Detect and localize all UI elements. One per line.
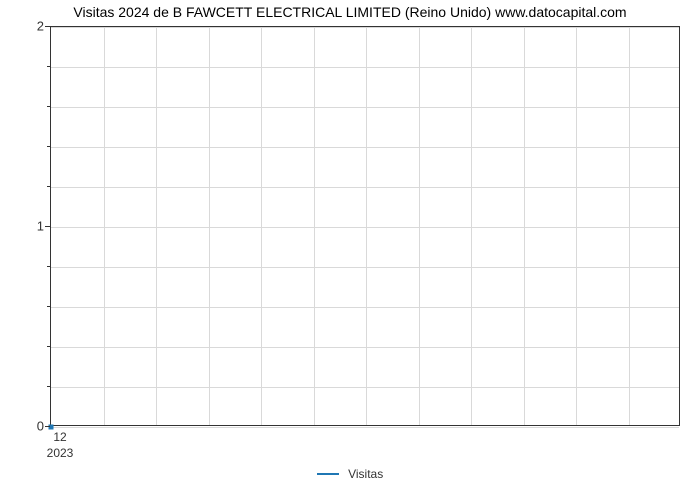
y-tick-mark <box>45 226 50 227</box>
y-tick-mark <box>45 26 50 27</box>
legend-swatch <box>317 473 339 475</box>
y-tick-label: 1 <box>0 219 44 234</box>
gridline-vertical <box>261 27 262 425</box>
gridline-horizontal <box>51 347 679 348</box>
y-tick-minor <box>47 146 50 147</box>
gridline-horizontal <box>51 227 679 228</box>
gridline-horizontal <box>51 27 679 28</box>
gridline-vertical <box>156 27 157 425</box>
gridline-horizontal <box>51 107 679 108</box>
gridline-vertical <box>419 27 420 425</box>
legend: Visitas <box>0 466 700 481</box>
gridline-vertical <box>576 27 577 425</box>
chart-container: Visitas 2024 de B FAWCETT ELECTRICAL LIM… <box>0 0 700 500</box>
legend-label: Visitas <box>348 467 383 481</box>
gridline-vertical <box>471 27 472 425</box>
y-tick-minor <box>47 266 50 267</box>
gridline-horizontal <box>51 307 679 308</box>
gridline-horizontal <box>51 67 679 68</box>
y-tick-label: 2 <box>0 19 44 34</box>
gridline-horizontal <box>51 387 679 388</box>
plot-area <box>50 26 680 426</box>
y-tick-label: 0 <box>0 419 44 434</box>
y-tick-minor <box>47 346 50 347</box>
x-tick-year: 2023 <box>47 446 74 460</box>
chart-title: Visitas 2024 de B FAWCETT ELECTRICAL LIM… <box>0 4 700 20</box>
gridline-horizontal <box>51 427 679 428</box>
y-tick-minor <box>47 66 50 67</box>
gridline-vertical <box>209 27 210 425</box>
y-tick-minor <box>47 106 50 107</box>
gridline-horizontal <box>51 147 679 148</box>
gridline-vertical <box>366 27 367 425</box>
y-tick-minor <box>47 306 50 307</box>
gridline-horizontal <box>51 267 679 268</box>
gridline-vertical <box>629 27 630 425</box>
gridline-vertical <box>314 27 315 425</box>
y-tick-minor <box>47 386 50 387</box>
y-tick-mark <box>45 426 50 427</box>
gridline-horizontal <box>51 187 679 188</box>
gridline-vertical <box>524 27 525 425</box>
y-tick-minor <box>47 186 50 187</box>
x-tick-month: 12 <box>53 430 66 444</box>
gridline-vertical <box>104 27 105 425</box>
